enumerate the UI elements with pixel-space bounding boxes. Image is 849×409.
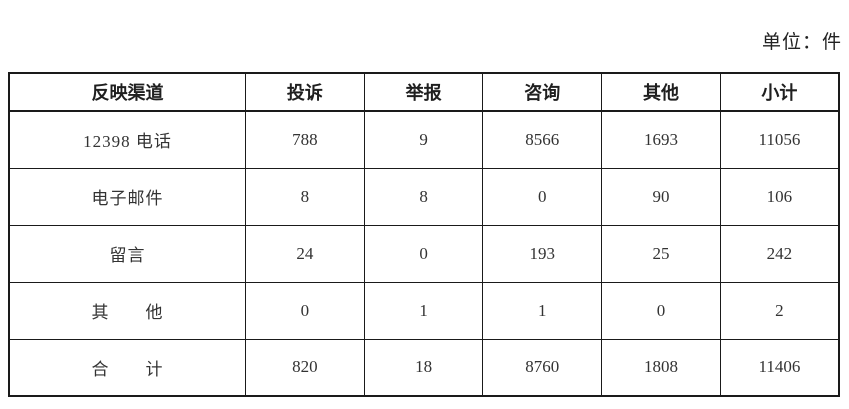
header-cell-reports: 举报	[363, 72, 484, 112]
cell-value: 24	[245, 224, 365, 283]
cell-value: 0	[245, 281, 365, 340]
cell-value: 1693	[601, 110, 721, 169]
cell-value: 106	[719, 167, 840, 226]
row-label: 留言	[8, 224, 247, 283]
cell-value: 11406	[719, 338, 840, 397]
header-cell-complaints: 投诉	[245, 72, 365, 112]
header-cell-subtotal: 小计	[719, 72, 840, 112]
cell-value: 820	[245, 338, 365, 397]
cell-value: 2	[719, 281, 840, 340]
cell-value: 8	[363, 167, 484, 226]
cell-value: 18	[363, 338, 484, 397]
table-row-email: 电子邮件 8 8 0 90 106	[8, 167, 840, 226]
table-row-message: 留言 24 0 193 25 242	[8, 224, 840, 283]
row-label: 电子邮件	[8, 167, 247, 226]
table-row-other: 其 他 0 1 1 0 2	[8, 281, 840, 340]
cell-value: 8760	[482, 338, 603, 397]
row-label: 合 计	[8, 338, 247, 397]
table-row-phone: 12398 电话 788 9 8566 1693 11056	[8, 110, 840, 169]
cell-value: 0	[363, 224, 484, 283]
channel-statistics-table: 反映渠道 投诉 举报 咨询 其他 小计 12398 电话 788 9 8566 …	[8, 72, 840, 397]
table-row-total: 合 计 820 18 8760 1808 11406	[8, 338, 840, 397]
cell-value: 242	[719, 224, 840, 283]
cell-value: 8	[245, 167, 365, 226]
row-label: 其 他	[8, 281, 247, 340]
cell-value: 1808	[601, 338, 721, 397]
cell-value: 1	[363, 281, 484, 340]
header-cell-other: 其他	[601, 72, 721, 112]
cell-value: 90	[601, 167, 721, 226]
cell-value: 193	[482, 224, 603, 283]
cell-value: 0	[601, 281, 721, 340]
cell-value: 0	[482, 167, 603, 226]
header-cell-consultations: 咨询	[482, 72, 603, 112]
cell-value: 1	[482, 281, 603, 340]
cell-value: 11056	[719, 110, 840, 169]
header-row: 反映渠道 投诉 举报 咨询 其他 小计	[8, 72, 840, 112]
header-cell-channel: 反映渠道	[8, 72, 247, 112]
cell-value: 8566	[482, 110, 603, 169]
row-label: 12398 电话	[8, 110, 247, 169]
cell-value: 25	[601, 224, 721, 283]
unit-label: 单位：件	[761, 32, 842, 53]
cell-value: 788	[245, 110, 365, 169]
cell-value: 9	[363, 110, 484, 169]
